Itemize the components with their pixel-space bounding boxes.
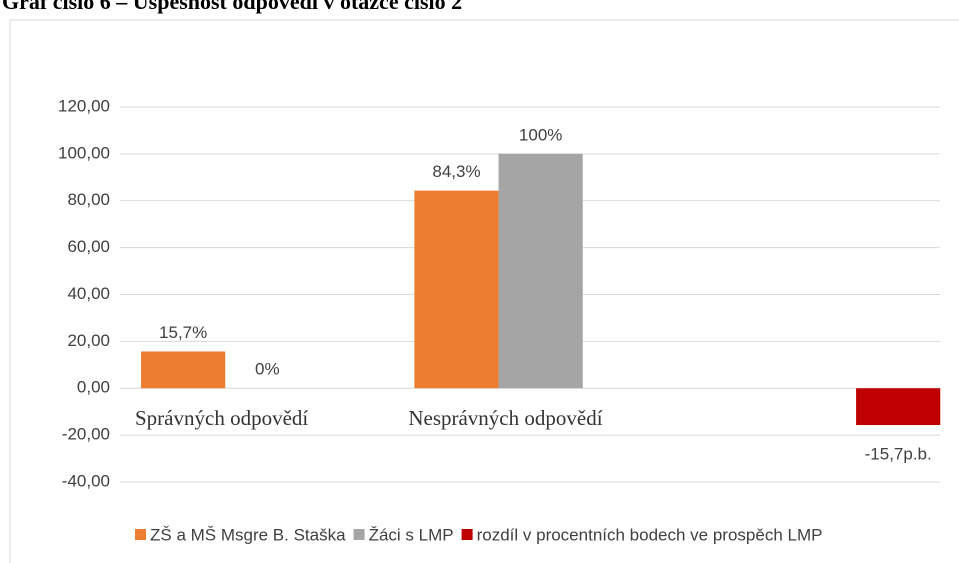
bar xyxy=(414,190,499,389)
y-tick-label: 100,00 xyxy=(58,143,110,162)
legend-swatch xyxy=(353,529,365,540)
legend-label: ZŠ a MŠ Msgre B. Staška xyxy=(150,525,346,544)
bar xyxy=(856,388,941,426)
data-label: 100% xyxy=(519,125,562,144)
chart-title: Graf číslo 6 – Úspěšnost odpovědí v otáz… xyxy=(2,0,462,14)
legend-label: Žáci s LMP xyxy=(369,525,454,544)
y-tick-label: -20,00 xyxy=(62,425,110,444)
bar xyxy=(141,351,226,389)
chart-frame xyxy=(9,19,959,563)
bar xyxy=(498,153,583,389)
data-label: 84,3% xyxy=(432,162,480,181)
y-tick-label: 0,00 xyxy=(77,378,110,397)
legend-label: rozdíl v procentních bodech ve prospěch … xyxy=(477,525,823,544)
data-label: 15,7% xyxy=(159,323,207,342)
data-label: 0% xyxy=(255,360,280,379)
y-tick-label: 80,00 xyxy=(67,190,110,209)
y-tick-label: -40,00 xyxy=(62,471,110,490)
legend-swatch xyxy=(135,529,146,540)
x-tick-label: Správných odpovědí xyxy=(135,406,308,430)
y-tick-label: 120,00 xyxy=(58,96,110,115)
legend-swatch xyxy=(461,529,473,540)
x-tick-label: Nesprávných odpovědí xyxy=(408,406,602,430)
y-tick-label: 40,00 xyxy=(67,284,110,303)
y-tick-label: 60,00 xyxy=(67,237,110,256)
y-tick-label: 20,00 xyxy=(67,331,110,350)
data-label: -15,7p.b. xyxy=(865,445,932,464)
